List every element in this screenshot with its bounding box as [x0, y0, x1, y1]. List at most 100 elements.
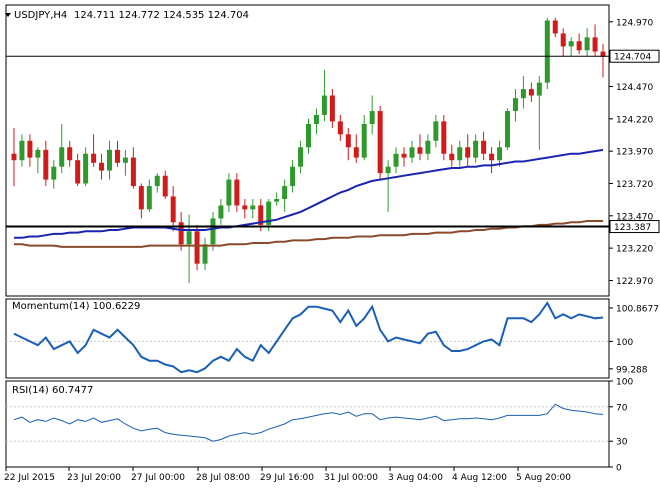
candle-body-19: [162, 175, 168, 197]
candle-4: [43, 140, 49, 187]
collapse-triangle-icon[interactable]: [5, 13, 11, 17]
candle-14: [122, 149, 128, 176]
candle-body-32: [266, 201, 272, 225]
candle-body-64: [520, 89, 526, 99]
candle-body-39: [321, 95, 327, 115]
panel-frames: [5, 4, 610, 468]
candle-53: [433, 114, 439, 148]
candle-72: [584, 28, 590, 57]
rsi-label: RSI(14) 60.7477: [12, 385, 93, 396]
candle-13: [114, 140, 120, 167]
candle-40: [329, 89, 335, 128]
candle-body-31: [258, 205, 264, 225]
candle-38: [313, 108, 319, 135]
candle-body-26: [218, 205, 224, 219]
candle-body-12: [107, 149, 112, 171]
candle-59: [481, 131, 487, 161]
candle-body-20: [170, 196, 176, 223]
candle-body-15: [130, 157, 136, 187]
candle-9: [83, 147, 89, 187]
candle-18: [154, 173, 160, 193]
ohlc-readout: 124.711 124.772 124.535 124.704: [74, 10, 249, 21]
candle-body-28: [234, 179, 240, 206]
candle-74: [600, 43, 606, 78]
candle-6: [59, 123, 65, 174]
momentum-axis-label-0: 100.8677: [616, 304, 659, 314]
price-axis-label-2: 124.470: [616, 83, 653, 93]
candle-body-8: [75, 160, 81, 184]
momentum-panel-frame: [5, 298, 610, 379]
candle-30: [250, 199, 256, 219]
momentum-axis-label-2: 99.288: [616, 365, 648, 375]
candle-body-14: [122, 157, 128, 163]
candle-37: [306, 118, 311, 154]
current-price-box: [609, 49, 660, 63]
candle-body-5: [51, 166, 57, 180]
candle-body-47: [385, 166, 391, 174]
rsi-axis-label-2: 30: [616, 438, 628, 448]
candle-69: [560, 28, 566, 57]
candle-49: [401, 147, 407, 167]
candle-body-40: [329, 95, 335, 122]
candle-body-51: [417, 147, 423, 154]
candle-body-11: [99, 162, 105, 171]
candle-body-34: [282, 186, 288, 199]
candle-body-6: [59, 147, 65, 167]
candle-24: [202, 237, 208, 271]
candle-35: [290, 160, 296, 193]
candle-body-48: [393, 153, 399, 167]
time-axis-label-1: 23 Jul 20:00: [67, 473, 121, 483]
candle-36: [298, 140, 304, 174]
candle-body-7: [67, 147, 73, 161]
candle-71: [576, 33, 582, 55]
candle-52: [425, 134, 431, 161]
candle-70: [568, 37, 574, 57]
candle-body-46: [377, 111, 383, 174]
candle-2: [27, 134, 33, 167]
rsi-panel-frame: [5, 380, 610, 468]
candle-67: [544, 17, 550, 90]
symbol-label: USDJPY,H4: [14, 10, 67, 21]
candle-body-10: [91, 153, 97, 163]
candle-11: [99, 153, 105, 180]
candle-22: [186, 214, 192, 284]
price-axis-label-4: 123.970: [616, 148, 653, 158]
candle-56: [457, 140, 463, 167]
indicator-layer: [13, 300, 604, 442]
price-axis-label-8: 122.970: [616, 277, 653, 287]
candle-60: [489, 147, 495, 174]
price-axis-label-5: 123.720: [616, 180, 653, 190]
support-level-label: 123.387: [614, 223, 651, 233]
candle-34: [282, 179, 288, 212]
candle-64: [520, 76, 526, 109]
candle-16: [138, 183, 144, 219]
candle-body-58: [473, 140, 479, 158]
candle-15: [130, 147, 136, 189]
time-axis-label-8: 5 Aug 20:00: [516, 473, 571, 483]
candle-body-65: [528, 89, 534, 96]
candle-body-52: [425, 140, 431, 154]
candle-body-63: [512, 98, 518, 112]
candle-body-66: [536, 82, 542, 96]
candle-55: [449, 144, 455, 167]
candle-7: [67, 140, 73, 167]
candle-body-70: [568, 41, 574, 47]
candle-28: [234, 173, 240, 212]
candle-body-74: [600, 51, 606, 57]
candle-body-45: [369, 111, 375, 124]
candle-body-49: [401, 153, 407, 158]
candle-5: [51, 160, 57, 189]
candle-body-4: [43, 149, 49, 180]
candle-21: [178, 211, 184, 251]
candle-body-0: [11, 153, 17, 161]
candle-body-59: [481, 140, 487, 154]
candle-body-35: [290, 166, 296, 187]
time-axis-label-2: 27 Jul 00:00: [131, 473, 185, 483]
candle-66: [536, 76, 542, 150]
candle-0: [11, 127, 17, 187]
candle-body-56: [457, 147, 463, 161]
time-axis-label-5: 31 Jul 00:00: [324, 473, 378, 483]
time-axis-label-7: 4 Aug 12:00: [452, 473, 507, 483]
time-axis-label-4: 29 Jul 16:00: [260, 473, 314, 483]
candle-26: [218, 199, 224, 225]
